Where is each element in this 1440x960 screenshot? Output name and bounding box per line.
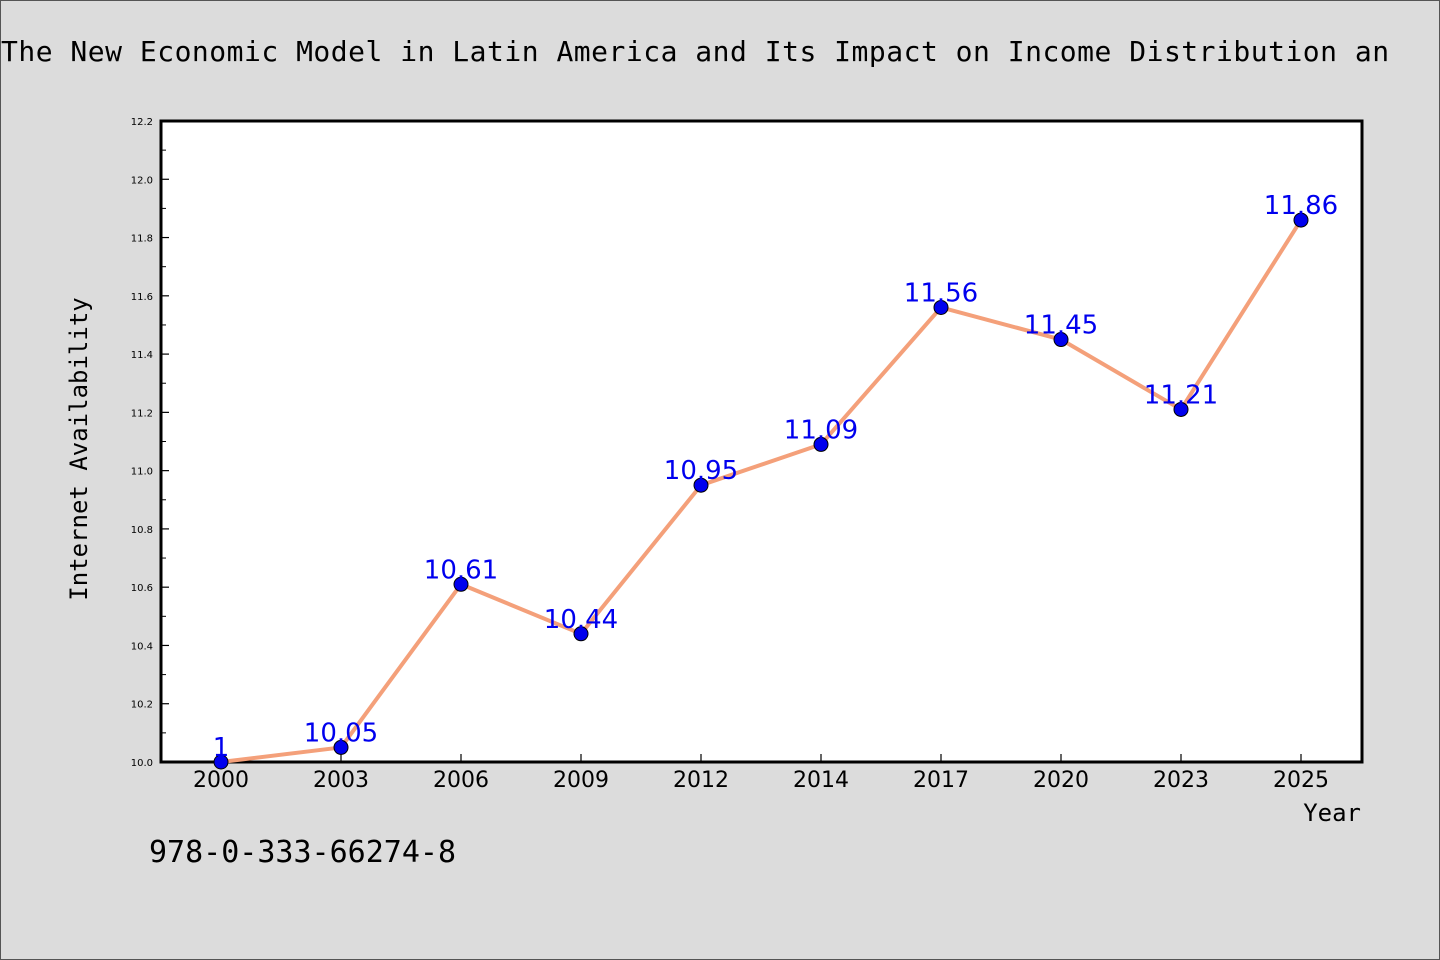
data-label: 11.21 xyxy=(1144,380,1218,410)
y-tick-label: 11.2 xyxy=(131,408,153,419)
y-tick-label: 11.0 xyxy=(131,467,153,478)
x-tick-label: 2017 xyxy=(913,768,969,793)
x-axis-label: Year xyxy=(1303,799,1361,827)
data-label: 10.05 xyxy=(304,718,378,748)
y-tick-label: 10.0 xyxy=(131,758,153,769)
y-tick-label: 10.4 xyxy=(131,641,153,652)
data-point xyxy=(213,754,229,770)
x-tick-label: 2006 xyxy=(433,768,489,793)
x-tick-label: 2023 xyxy=(1153,768,1209,793)
isbn-text: 978-0-333-66274-8 xyxy=(149,835,457,870)
data-label: 10.61 xyxy=(424,555,498,585)
y-tick-label: 11.8 xyxy=(131,234,153,245)
x-tick-label: 2025 xyxy=(1273,768,1329,793)
x-tick-label: 2012 xyxy=(673,768,729,793)
data-label: 10.95 xyxy=(664,456,738,486)
series-line xyxy=(219,218,1303,764)
data-point xyxy=(1293,212,1309,228)
data-point xyxy=(1053,332,1069,348)
y-tick-label: 11.6 xyxy=(131,292,153,303)
data-point xyxy=(933,299,949,315)
y-tick-label: 10.6 xyxy=(131,583,153,594)
y-tick-label: 11.4 xyxy=(131,350,153,361)
x-tick-label: 2003 xyxy=(313,768,369,793)
y-tick-label: 10.8 xyxy=(131,525,153,536)
data-point xyxy=(693,477,709,493)
y-axis-label: Internet Availability xyxy=(65,297,93,600)
y-tick-label: 12.2 xyxy=(131,117,153,128)
data-label: 11.45 xyxy=(1024,311,1098,341)
data-point xyxy=(573,626,589,642)
y-tick-label: 12.0 xyxy=(131,175,153,186)
data-point xyxy=(1173,401,1189,417)
data-point xyxy=(813,436,829,452)
x-tick-label: 2009 xyxy=(553,768,609,793)
series: 1 10.05 10.61 10.44 10.95 11.09 11.56 11.45 11.2… xyxy=(213,191,1338,770)
x-tick-label: 2014 xyxy=(793,768,849,793)
data-point xyxy=(333,739,349,755)
data-label: 1 xyxy=(213,733,230,763)
data-label: 11.56 xyxy=(904,278,978,308)
data-point xyxy=(453,576,469,592)
y-axis: 10.0 10.2 10.4 10.6 10.8 11.0 11.2 11.4 11.6 11.8… xyxy=(131,117,169,769)
data-label: 11.86 xyxy=(1264,191,1338,221)
x-axis: 2000 2003 2006 2009 2012 2014 2017 2020 2023 2025 xyxy=(193,754,1329,793)
data-label: 10.44 xyxy=(544,605,618,635)
plot-area xyxy=(159,119,1364,764)
y-tick-label: 10.2 xyxy=(131,700,153,711)
x-tick-label: 2000 xyxy=(193,768,249,793)
data-label: 11.09 xyxy=(784,415,858,445)
x-tick-label: 2020 xyxy=(1033,768,1089,793)
chart-title: The New Economic Model in Latin America … xyxy=(1,35,1390,68)
